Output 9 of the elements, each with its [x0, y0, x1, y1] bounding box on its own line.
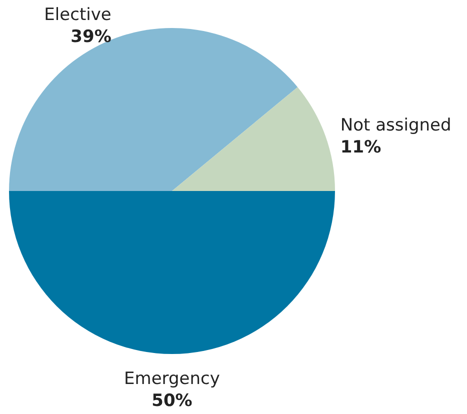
pie-slice: [172, 87, 335, 191]
slice-label: Elective: [44, 5, 112, 25]
data-label: 39%: [70, 27, 112, 47]
data-label: 11%: [340, 137, 382, 158]
data-label: 50%: [152, 391, 192, 411]
pie-slice: [9, 28, 298, 191]
slice-label: Not assigned: [340, 115, 452, 136]
pie-slice: [9, 191, 335, 354]
slice-label: Emergency: [124, 369, 220, 389]
